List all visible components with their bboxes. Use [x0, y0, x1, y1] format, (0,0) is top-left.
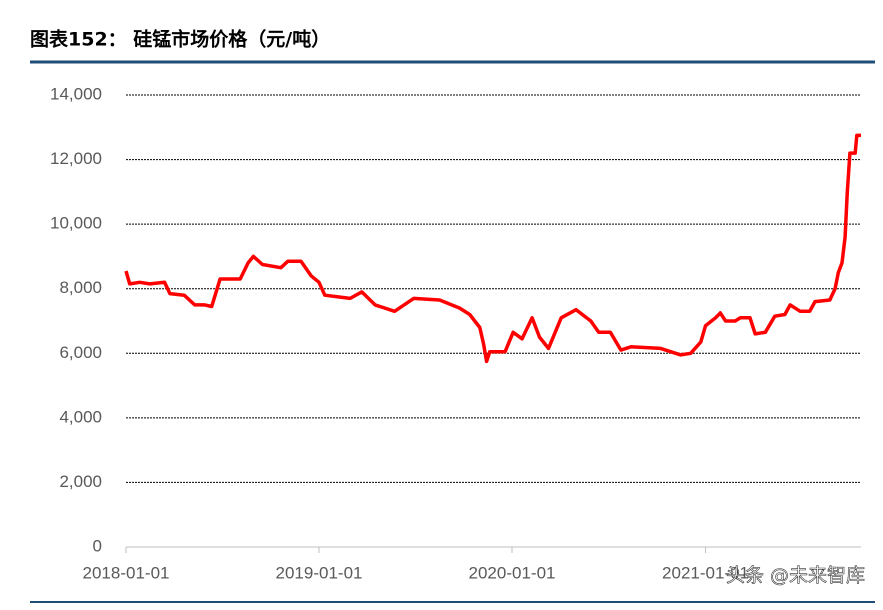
y-tick-label: 0	[93, 536, 102, 555]
x-tick-label: 2018-01-01	[83, 563, 170, 582]
y-tick-label: 8,000	[59, 278, 102, 297]
x-tick-label: 2021-01-01	[662, 563, 749, 582]
y-tick-label: 6,000	[59, 343, 102, 362]
y-tick-label: 10,000	[50, 214, 102, 233]
y-tick-label: 12,000	[50, 149, 102, 168]
x-tick-label: 2020-01-01	[469, 563, 556, 582]
y-tick-label: 14,000	[50, 84, 102, 103]
chart-title: 图表152： 硅锰市场价格（元/吨）	[30, 28, 330, 51]
y-tick-label: 4,000	[59, 407, 102, 426]
watermark: 头条 @未来智库	[726, 565, 865, 587]
plot: 0 2,000 4,000 6,000 8,000 10,000 12,000 14,000 2…	[50, 84, 861, 582]
x-tick-label: 2019-01-01	[276, 563, 363, 582]
line-series	[124, 133, 861, 364]
y-tick-label: 2,000	[59, 472, 102, 491]
